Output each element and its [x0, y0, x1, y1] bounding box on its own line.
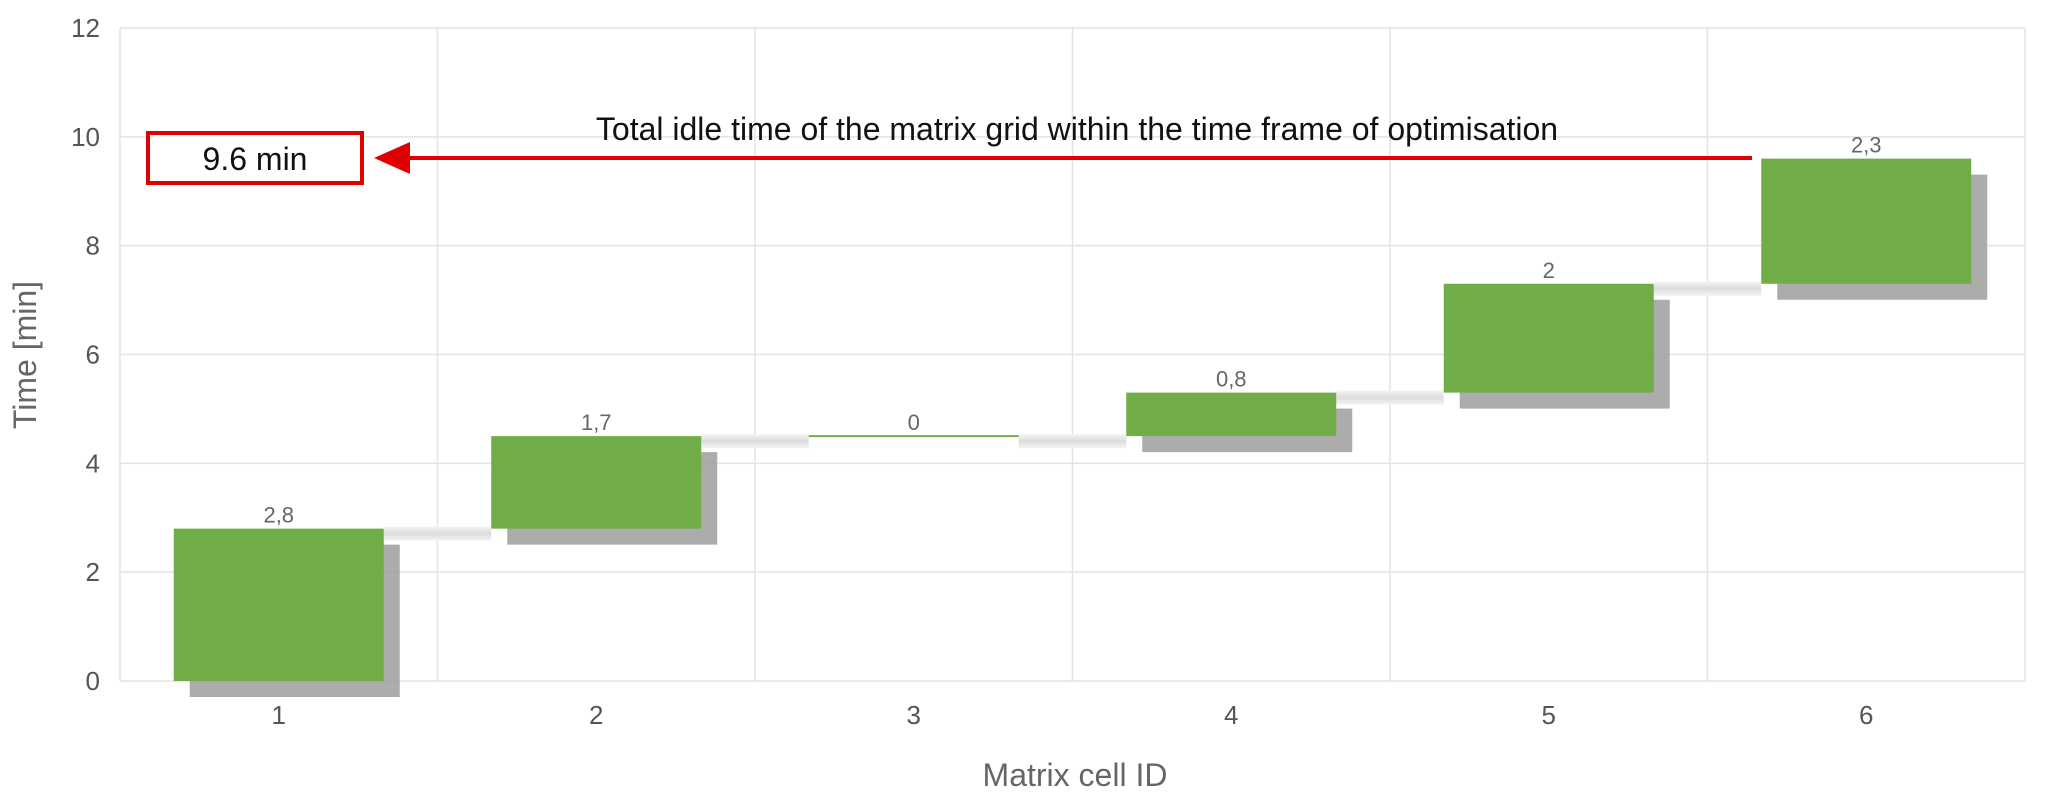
bar [1126, 392, 1337, 437]
x-tick-label: 6 [1859, 700, 1873, 730]
connector [383, 526, 492, 541]
data-labels: 2,8 1,7 0 0,8 2 2,3 [263, 133, 1881, 528]
total-callout-text: 9.6 min [203, 141, 308, 177]
x-tick-label: 4 [1224, 700, 1238, 730]
data-label: 2,3 [1851, 133, 1882, 158]
x-tick-label: 1 [272, 700, 286, 730]
total-callout-box [146, 131, 364, 185]
x-axis-title: Matrix cell ID [983, 757, 1168, 793]
annotation-text: Total idle time of the matrix grid withi… [596, 111, 1558, 147]
data-label: 1,7 [581, 410, 612, 435]
y-axis-title: Time [min] [7, 281, 43, 429]
bars [173, 158, 1972, 681]
connector [701, 434, 809, 449]
y-axis-ticks: 0 2 4 6 8 10 12 [71, 13, 100, 696]
connector [1018, 434, 1127, 449]
bar [808, 435, 1019, 438]
grid [119, 27, 2026, 682]
x-tick-label: 2 [589, 700, 603, 730]
bar [1443, 283, 1654, 393]
y-tick-label: 8 [86, 231, 100, 261]
data-label: 0 [908, 410, 920, 435]
bar [491, 436, 702, 529]
bar [1761, 158, 1972, 284]
annotation: 9.6 min Total idle time of the matrix gr… [146, 111, 1752, 185]
y-tick-label: 10 [71, 122, 100, 152]
y-tick-label: 6 [86, 340, 100, 370]
x-tick-label: 3 [907, 700, 921, 730]
y-tick-label: 4 [86, 448, 100, 478]
connector [1653, 281, 1762, 296]
connector [1336, 390, 1444, 405]
data-label: 2 [1543, 258, 1555, 283]
bar [173, 528, 384, 681]
data-label: 0,8 [1216, 367, 1247, 392]
y-tick-label: 0 [86, 666, 100, 696]
x-axis-ticks: 1 2 3 4 5 6 [272, 700, 1874, 730]
x-tick-label: 5 [1542, 700, 1556, 730]
y-tick-label: 12 [71, 13, 100, 43]
y-tick-label: 2 [86, 557, 100, 587]
data-label: 2,8 [263, 503, 294, 528]
connectors [383, 281, 1762, 541]
